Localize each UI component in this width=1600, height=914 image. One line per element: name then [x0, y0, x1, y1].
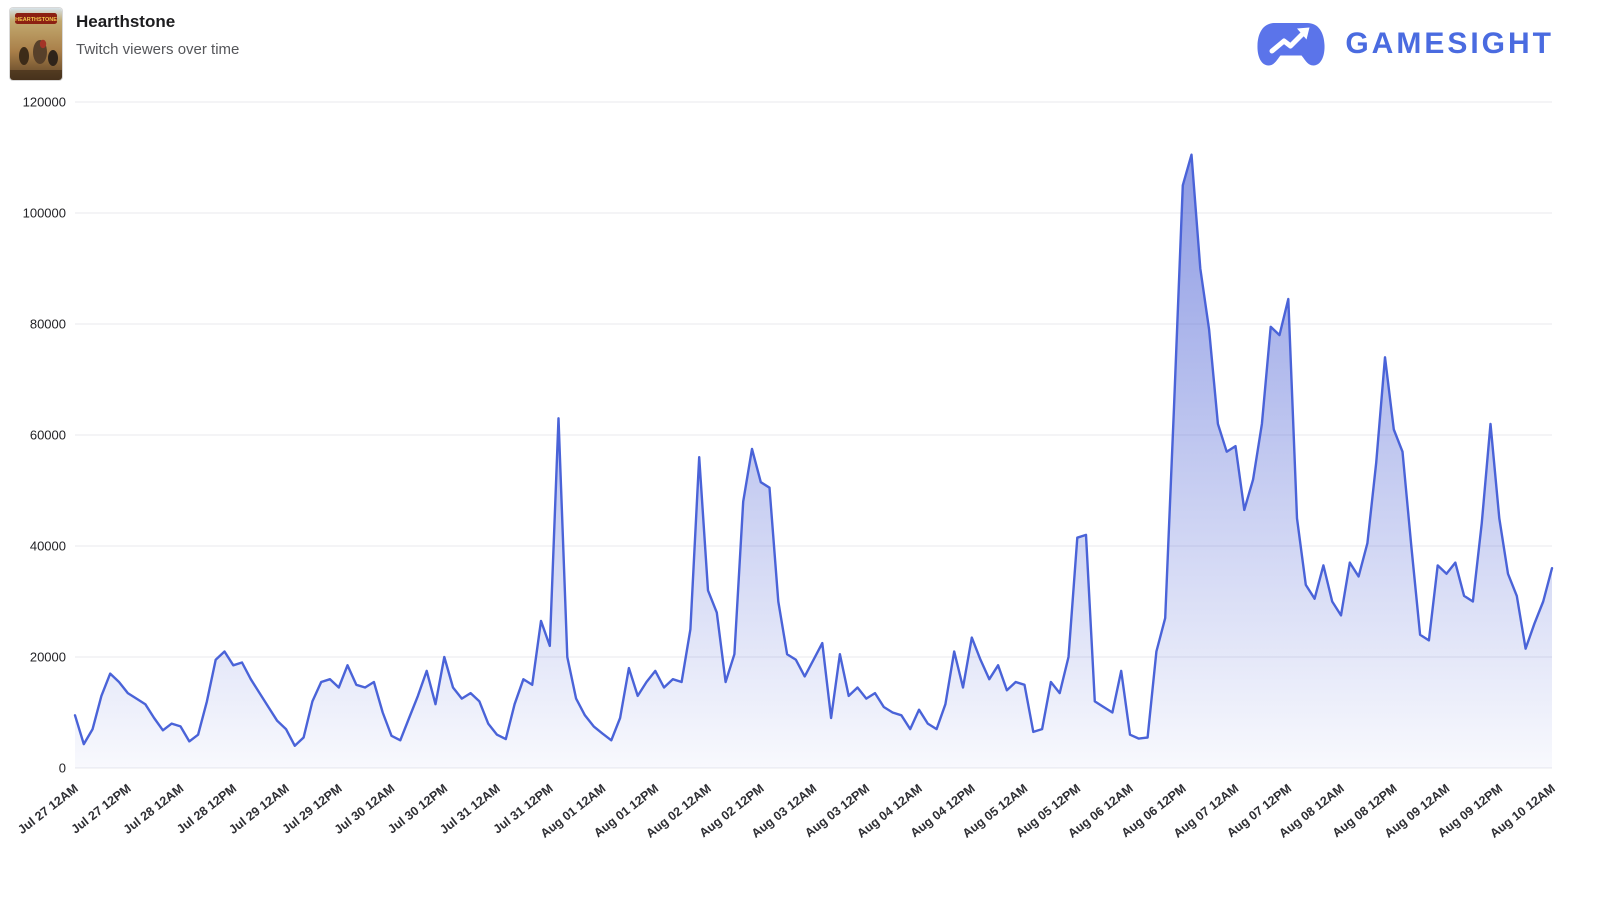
- gamepad-trend-icon: [1257, 23, 1325, 66]
- y-axis-tick-label: 60000: [30, 428, 66, 443]
- title-block: Hearthstone Twitch viewers over time: [76, 8, 239, 80]
- y-axis-tick-label: 80000: [30, 317, 66, 332]
- y-axis-tick-label: 20000: [30, 650, 66, 665]
- page-subtitle: Twitch viewers over time: [76, 41, 240, 59]
- game-cover-art-icon: HEARTHSTONE: [10, 8, 62, 80]
- game-cover-image: HEARTHSTONE: [10, 8, 62, 80]
- y-axis-tick-label: 0: [59, 761, 66, 776]
- y-axis-tick-label: 100000: [23, 206, 66, 221]
- header: HEARTHSTONE Hearthstone Twitch viewers o…: [0, 0, 1600, 92]
- game-info: HEARTHSTONE Hearthstone Twitch viewers o…: [10, 8, 239, 80]
- y-axis-tick-label: 40000: [30, 539, 66, 554]
- page-title: Hearthstone: [76, 12, 176, 31]
- gamesight-logo: GAMESIGHT: [1255, 18, 1554, 70]
- viewers-chart: 0 20000 40000 60000 80000 100000 120000 Jul 27 …: [0, 92, 1600, 909]
- y-axis-tick-label: 120000: [23, 95, 66, 110]
- viewers-line-series: [73, 153, 1554, 747]
- gamesight-logo-text: GAMESIGHT: [1345, 27, 1554, 60]
- svg-text:HEARTHSTONE: HEARTHSTONE: [15, 17, 57, 23]
- area-fill: [75, 154, 1552, 768]
